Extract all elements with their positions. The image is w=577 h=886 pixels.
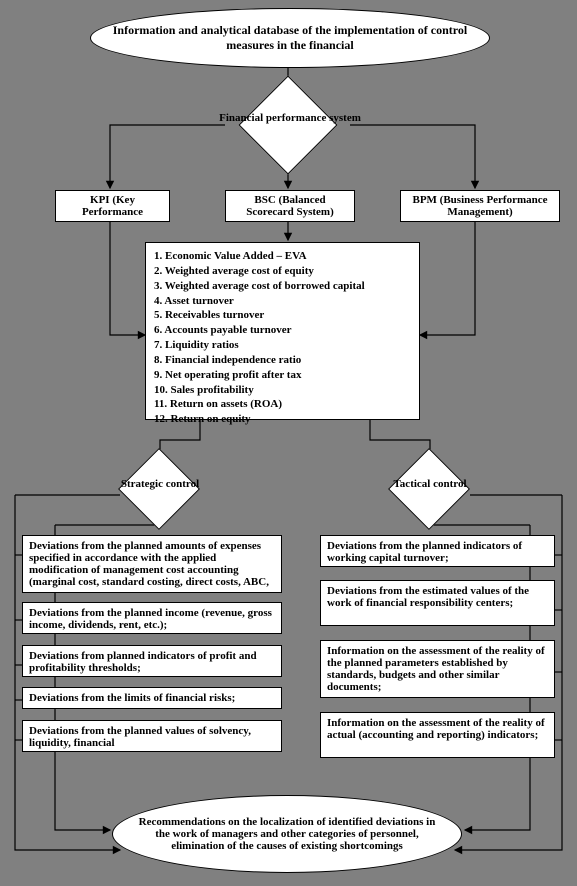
strategic-box: Deviations from the planned income (reve… [22,602,282,634]
strategic-box: Deviations from the planned values of so… [22,720,282,752]
indicator-item: 7. Liquidity ratios [154,338,411,353]
indicators-list: 1. Economic Value Added – EVA 2. Weighte… [145,242,420,420]
indicator-item: 10. Sales profitability [154,383,411,398]
kpi-box-label: KPI (Key Performance [62,194,163,218]
tactical-box-text: Deviations from the estimated values of … [327,585,548,609]
strategic-box-text: Deviations from the limits of financial … [29,692,235,704]
indicator-item: 6. Accounts payable turnover [154,323,411,338]
indicator-item: 5. Receivables turnover [154,308,411,323]
bottom-ellipse-label: Recommendations on the localization of i… [133,816,441,852]
bpm-box-label: BPM (Business Performance Management) [407,194,553,218]
tactical-box-text: Deviations from the planned indicators o… [327,540,548,564]
bsc-box-label: BSC (Balanced Scorecard System) [232,194,348,218]
tactical-diamond [388,448,470,530]
top-ellipse-label: Information and analytical database of t… [111,23,469,53]
tactical-box-text: Information on the assessment of the rea… [327,645,548,693]
tactical-box: Information on the assessment of the rea… [320,712,555,758]
tactical-box: Deviations from the estimated values of … [320,580,555,626]
indicator-item: 12. Return on equity [154,412,411,427]
strategic-box-text: Deviations from planned indicators of pr… [29,650,275,674]
indicator-item: 4. Asset turnover [154,294,411,309]
top-ellipse: Information and analytical database of t… [90,8,490,68]
strategic-box-text: Deviations from the planned values of so… [29,725,275,749]
indicator-item: 3. Weighted average cost of borrowed cap… [154,279,411,294]
indicator-item: 8. Financial independence ratio [154,353,411,368]
tactical-box: Information on the assessment of the rea… [320,640,555,698]
bsc-box: BSC (Balanced Scorecard System) [225,190,355,222]
fps-diamond [239,76,338,175]
strategic-diamond [118,448,200,530]
indicator-item: 11. Return on assets (ROA) [154,397,411,412]
strategic-box: Deviations from the limits of financial … [22,687,282,709]
strategic-box: Deviations from planned indicators of pr… [22,645,282,677]
bpm-box: BPM (Business Performance Management) [400,190,560,222]
indicator-item: 1. Economic Value Added – EVA [154,249,411,264]
kpi-box: KPI (Key Performance [55,190,170,222]
bottom-ellipse: Recommendations on the localization of i… [112,795,462,873]
strategic-box-text: Deviations from the planned amounts of e… [29,540,275,588]
tactical-box-text: Information on the assessment of the rea… [327,717,548,741]
indicator-item: 9. Net operating profit after tax [154,368,411,383]
strategic-box-text: Deviations from the planned income (reve… [29,607,275,631]
indicator-item: 2. Weighted average cost of equity [154,264,411,279]
strategic-box: Deviations from the planned amounts of e… [22,535,282,593]
tactical-box: Deviations from the planned indicators o… [320,535,555,567]
